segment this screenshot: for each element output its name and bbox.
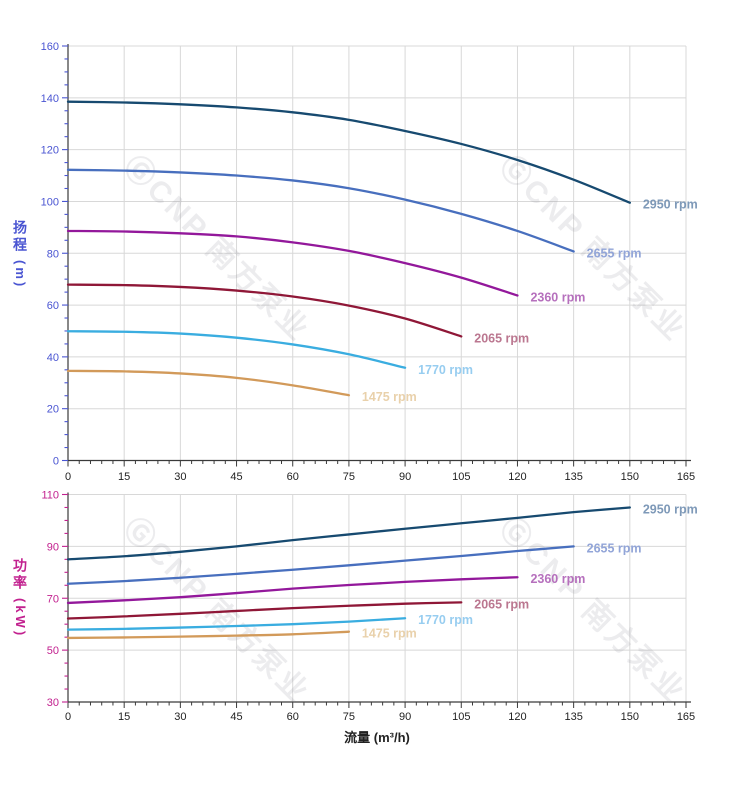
curve-2655-rpm [66,545,575,585]
x-tick-label: 120 [508,711,526,723]
x-tick-label: 165 [677,471,695,483]
curve-2655-rpm [66,168,575,253]
x-tick-label: 45 [230,711,242,723]
head-y-axis-unit: (m) [13,260,28,290]
curve-label-2655-rpm: 2655 rpm [587,246,642,260]
x-tick-label: 45 [230,471,242,483]
x-tick-label: 75 [343,711,355,723]
x-tick-label: 90 [399,471,411,483]
y-tick-label: 100 [41,196,59,208]
x-tick-label: 0 [65,471,71,483]
head-vs-flow-series: 2950 rpm 2655 rpm 2360 rpm 2065 rpm 1770 rpm… [66,100,698,404]
curve-1475-rpm [66,630,351,640]
y-tick-label: 30 [47,697,59,709]
x-tick-label: 60 [287,711,299,723]
x-tick-label: 165 [677,711,695,723]
y-tick-label: 70 [47,593,59,605]
x-tick-label: 60 [287,471,299,483]
curve-label-1770-rpm: 1770 rpm [418,613,473,627]
curve-label-2950-rpm: 2950 rpm [643,198,698,212]
y-tick-label: 50 [47,645,59,657]
x-tick-label: 30 [174,471,186,483]
y-tick-label: 120 [41,145,59,157]
head-vs-flow-axes: 0 15 30 45 60 75 90 105 120 135 150 165 0 20 40 60 80 100… [41,41,696,483]
curve-2360-rpm [66,576,519,605]
curve-2065-rpm [66,601,463,620]
y-tick-label: 20 [47,404,59,416]
curve-label-1475-rpm: 1475 rpm [362,390,417,404]
curve-1475-rpm [66,369,351,397]
curve-label-1770-rpm: 1770 rpm [418,363,473,377]
y-tick-label: 80 [47,248,59,260]
power-y-axis-title-text: 功率 [12,558,28,592]
y-tick-label: 90 [47,541,59,553]
curve-label-1475-rpm: 1475 rpm [362,627,417,641]
x-tick-label: 75 [343,471,355,483]
power-y-axis-unit: (kW) [13,598,28,639]
x-tick-label: 15 [118,471,130,483]
x-tick-label: 135 [564,471,582,483]
flow-x-axis-title: 流量 (m³/h) [344,730,410,745]
curve-label-2065-rpm: 2065 rpm [474,331,529,345]
x-tick-label: 0 [65,711,71,723]
curve-1770-rpm [66,330,407,369]
x-tick-label: 90 [399,711,411,723]
x-tick-label: 15 [118,711,130,723]
curve-2065-rpm [66,283,463,338]
y-tick-label: 40 [47,352,59,364]
curve-2950-rpm [66,100,631,204]
curve-2360-rpm [66,229,519,297]
curve-label-2950-rpm: 2950 rpm [643,502,698,516]
head-y-axis-title: 扬程 (m) [12,220,28,290]
y-tick-label: 110 [41,490,59,502]
curve-label-2360-rpm: 2360 rpm [530,290,585,304]
y-tick-label: 0 [53,456,59,468]
curve-1770-rpm [66,617,407,631]
curve-label-2360-rpm: 2360 rpm [530,572,585,586]
x-tick-label: 120 [508,471,526,483]
x-tick-label: 150 [621,471,639,483]
y-tick-label: 140 [41,93,59,105]
curve-label-2065-rpm: 2065 rpm [474,597,529,611]
curve-label-2655-rpm: 2655 rpm [587,541,642,555]
x-tick-label: 105 [452,471,470,483]
curve-2950-rpm [66,506,631,561]
x-tick-label: 105 [452,711,470,723]
head-y-axis-title-text: 扬程 [12,220,28,254]
power-vs-flow-axes: 0 15 30 45 60 75 90 105 120 135 150 165 30 50 70 90 110 [41,490,695,724]
y-tick-label: 160 [41,41,59,53]
x-tick-label: 150 [621,711,639,723]
x-tick-label: 135 [564,711,582,723]
x-tick-label: 30 [174,711,186,723]
power-y-axis-title: 功率 (kW) [12,558,28,639]
y-tick-label: 60 [47,300,59,312]
